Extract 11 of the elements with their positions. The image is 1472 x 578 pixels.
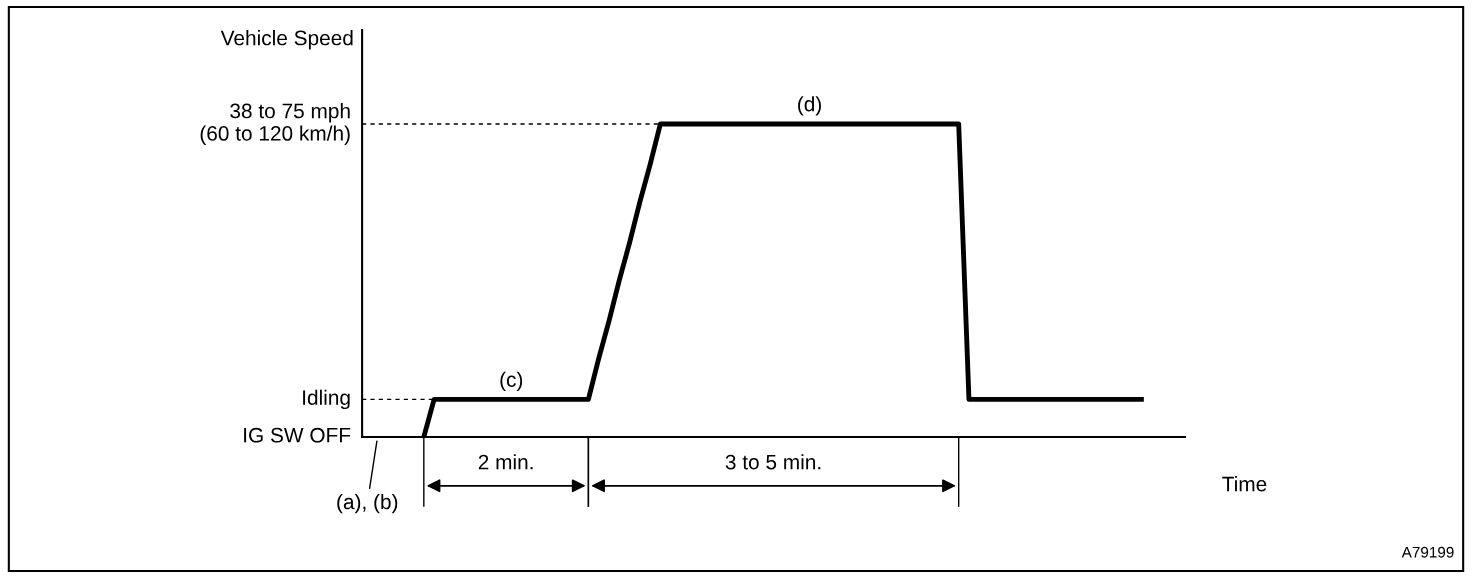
ref-line-label: IG SW OFF — [244, 427, 351, 443]
x-axis-title: Time — [1222, 476, 1267, 492]
text: 2 min. — [478, 454, 533, 470]
text: A79199 — [1401, 546, 1454, 558]
ref-line-label: Idling — [303, 389, 350, 410]
y-axis-title: Vehicle Speed — [220, 30, 353, 50]
text: 3 to 5 min. — [725, 454, 821, 470]
text: (a), (b) — [337, 493, 398, 514]
annotation: (c) — [500, 371, 523, 392]
ref-line-label: 38 to 75 mph (60 to 120 km/h) — [200, 103, 350, 145]
text: (d) — [798, 96, 821, 116]
